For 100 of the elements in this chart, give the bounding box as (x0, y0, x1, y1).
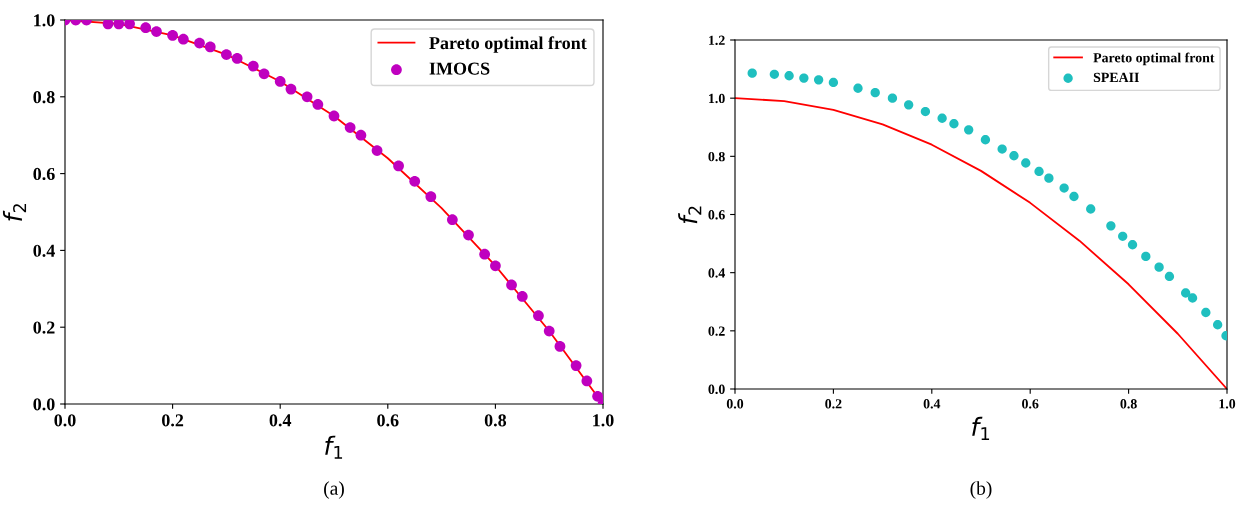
y-tick-label: 0.8 (33, 91, 55, 104)
point (870, 87, 880, 98)
x-tick-label: 0.2 (162, 414, 184, 427)
x-axis-title: f$_{1}$ (972, 416, 990, 440)
legend-label: Pareto optimal front (1093, 52, 1215, 66)
legend-label: Pareto optimal front (429, 36, 587, 53)
point (543, 325, 555, 337)
x-tick-label: 0.6 (377, 414, 399, 427)
y-tick-label: 0.8 (708, 151, 725, 162)
point (570, 360, 582, 371)
point (151, 26, 162, 37)
x-tick-label: 0.2 (825, 399, 842, 409)
point (769, 69, 780, 79)
point (828, 77, 839, 88)
x-tick-label: 0.0 (726, 399, 744, 409)
y-tick-label: 0.6 (33, 167, 55, 181)
point (904, 100, 914, 110)
x-tick-label: 0.8 (1120, 399, 1137, 409)
point (446, 214, 458, 226)
point (124, 20, 135, 30)
point (285, 83, 297, 95)
point (813, 75, 824, 85)
x-axis-title: f$_{1}$ (325, 435, 343, 459)
point (301, 91, 313, 103)
y-axis-title: f$_{2}$ (678, 206, 702, 224)
point (274, 76, 286, 87)
x-tick-label: 0.6 (1022, 399, 1039, 409)
point (506, 279, 517, 291)
x-tick-label: 0.8 (484, 414, 507, 427)
y-tick-label: 1.0 (709, 93, 725, 104)
point (516, 291, 528, 302)
point (328, 110, 340, 122)
point (463, 229, 474, 241)
y-tick-label: 0.4 (708, 268, 726, 278)
point (1009, 151, 1019, 161)
point (554, 341, 566, 352)
point (194, 37, 205, 49)
point (167, 29, 178, 41)
point (425, 191, 437, 203)
y-tick-label: 0.0 (708, 384, 725, 395)
point (140, 22, 152, 34)
y-tick-label: 1.0 (34, 14, 55, 27)
point (113, 20, 125, 30)
point (409, 175, 421, 187)
point (853, 83, 863, 93)
point (355, 129, 367, 141)
point (1069, 191, 1079, 202)
point (1118, 231, 1128, 241)
point (937, 113, 947, 123)
point (1187, 293, 1198, 303)
point (1212, 320, 1223, 330)
point (393, 160, 404, 172)
point (799, 73, 809, 83)
point (1059, 183, 1069, 193)
point (964, 125, 974, 135)
x-tick-label: 0.4 (923, 399, 941, 409)
y-tick-label: 0.2 (708, 326, 725, 336)
point (784, 71, 794, 81)
text: (b) (970, 481, 992, 499)
x-tick-label: 0.4 (269, 414, 292, 427)
point (1021, 158, 1031, 168)
point (533, 310, 544, 322)
point (1181, 288, 1191, 298)
point (479, 248, 491, 260)
point (581, 375, 593, 387)
point (949, 119, 959, 129)
point (102, 20, 114, 30)
y-tick-label: 0.4 (33, 244, 55, 257)
point (997, 144, 1007, 154)
point (258, 68, 270, 80)
point (887, 93, 898, 103)
y-tick-label: 0.6 (708, 210, 725, 220)
x-tick-label: 0.0 (54, 414, 76, 427)
point (344, 122, 356, 133)
point (920, 106, 931, 117)
point (1141, 251, 1151, 262)
point (1106, 221, 1116, 231)
point (1044, 173, 1054, 183)
point (490, 260, 501, 272)
point (747, 68, 757, 78)
legend-label: IMOCS (429, 62, 490, 75)
point (1164, 271, 1175, 282)
point (592, 390, 603, 402)
legend-label: SPEAII (1093, 72, 1139, 83)
point (177, 33, 189, 45)
point (1154, 262, 1164, 272)
point (231, 53, 243, 64)
x-tick-label: 1.0 (1219, 399, 1236, 409)
y-tick-label: 1.2 (709, 35, 725, 46)
point (1127, 240, 1138, 250)
y-axis-title: f$_{2}$ (2, 204, 27, 221)
point (371, 145, 383, 156)
point (221, 49, 232, 60)
point (1086, 204, 1096, 214)
point (204, 41, 216, 53)
y-tick-label: 0.2 (33, 321, 55, 334)
point (1034, 166, 1044, 177)
text: (a) (324, 481, 344, 499)
point (980, 135, 991, 145)
point (1201, 307, 1211, 318)
